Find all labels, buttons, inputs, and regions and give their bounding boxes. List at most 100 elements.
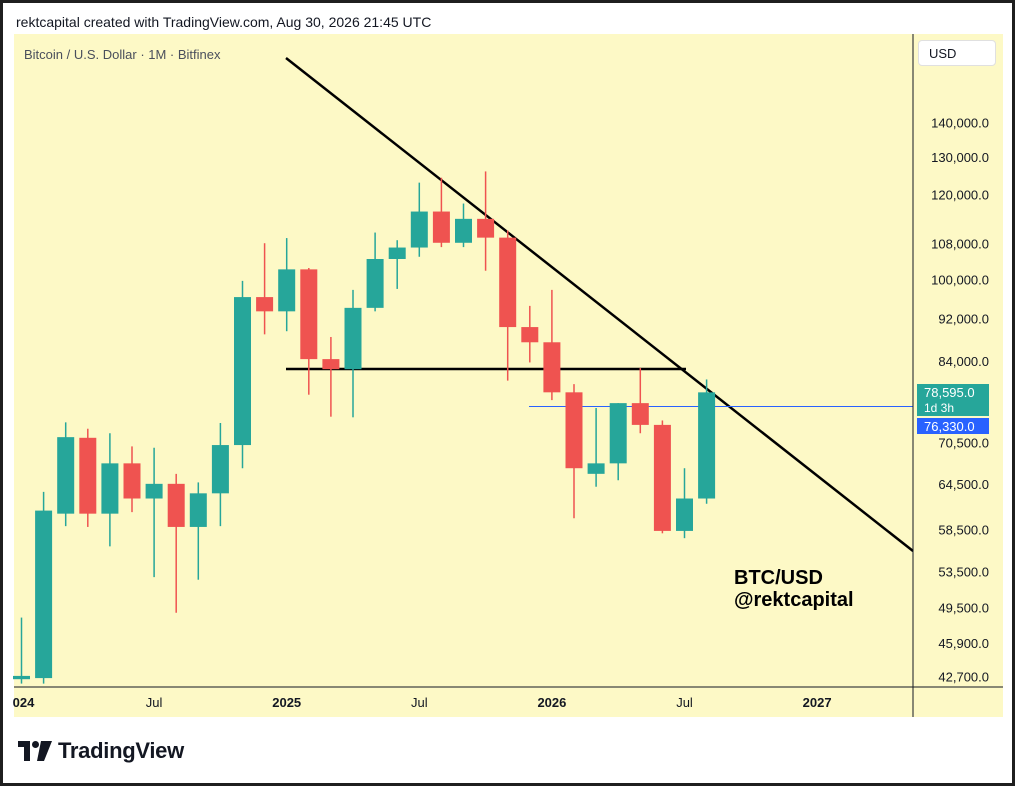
candle-body (278, 269, 296, 312)
candle-body (543, 342, 561, 393)
candle (698, 379, 716, 504)
candle (587, 408, 605, 487)
candle-body (57, 437, 75, 514)
candle (631, 368, 649, 434)
candle-body (189, 493, 207, 527)
descending-trendline (285, 57, 914, 552)
y-tick-label: 64,500.0 (938, 477, 989, 492)
candle (388, 240, 406, 289)
tradingview-logo-icon (18, 741, 52, 761)
candle (167, 473, 185, 613)
candle (57, 422, 75, 527)
candle (565, 384, 583, 519)
candle (366, 232, 384, 312)
y-tick-label: 42,700.0 (938, 670, 989, 685)
candle (432, 177, 450, 248)
candle (101, 433, 119, 547)
candle-body (145, 483, 163, 499)
y-tick-label: 130,000.0 (931, 150, 989, 165)
x-tick-label: Jul (411, 695, 428, 710)
y-tick-label: 120,000.0 (931, 187, 989, 202)
candle-body (565, 392, 583, 469)
annotation-pair: BTC/USD (734, 567, 823, 589)
y-tick-label: 53,500.0 (938, 564, 989, 579)
last-price-badge (917, 384, 989, 416)
x-tick-label: 2027 (803, 695, 832, 710)
candle (300, 268, 318, 395)
annotation-author: @rektcapital (734, 589, 854, 611)
tradingview-brand: TradingView (58, 738, 184, 763)
candle (189, 482, 207, 580)
candle-body (344, 307, 362, 370)
candle-body (366, 258, 384, 308)
candle-body (79, 437, 97, 514)
x-tick-label: 024 (13, 695, 35, 710)
candle (676, 468, 693, 539)
candle-body (410, 211, 428, 248)
y-tick-label: 45,900.0 (938, 636, 989, 651)
x-tick-label: Jul (676, 695, 693, 710)
candle-body (609, 403, 627, 464)
candle-countdown: 1d 3h (924, 401, 954, 415)
candle-body (300, 269, 318, 360)
candle-body (477, 218, 495, 238)
candle-body (653, 424, 671, 531)
candle-body (234, 297, 251, 446)
candle (123, 446, 141, 513)
y-tick-label: 108,000.0 (931, 237, 989, 252)
candle-body (676, 498, 693, 531)
candle-body (698, 392, 716, 499)
candle (543, 289, 561, 401)
candle-body (388, 247, 406, 259)
candle (211, 422, 229, 527)
level-price-label: 76,330.0 (917, 418, 989, 434)
y-tick-label: 49,500.0 (938, 601, 989, 616)
candle-body (35, 510, 53, 679)
candle (234, 280, 251, 469)
y-tick-label: 70,500.0 (938, 436, 989, 451)
candle-body (13, 675, 30, 680)
y-tick-label: 100,000.0 (931, 272, 989, 287)
candle (35, 491, 53, 684)
candle-body (499, 237, 517, 328)
candle-body (123, 463, 141, 499)
symbol-title: Bitcoin / U.S. Dollar · 1M · Bitfinex (24, 47, 221, 62)
level-price-badge (917, 418, 989, 434)
footer-branding: TradingView (18, 738, 184, 764)
y-tick-label: 140,000.0 (931, 116, 989, 131)
y-tick-label: 84,000.0 (938, 354, 989, 369)
candle (499, 230, 517, 381)
candle-body (432, 211, 450, 243)
candle-body (631, 403, 649, 425)
y-tick-label: 58,500.0 (938, 523, 989, 538)
last-price-value: 78,595.0 (924, 385, 975, 400)
last-price-label: 78,595.01d 3h (917, 384, 989, 416)
x-tick-label: Jul (146, 695, 163, 710)
candle (344, 289, 362, 418)
candle (79, 428, 97, 527)
candle-body (101, 463, 119, 514)
candle (145, 447, 163, 578)
candle (13, 617, 30, 684)
candle (477, 171, 495, 271)
currency-button[interactable]: USD (918, 40, 996, 66)
candle (322, 336, 340, 417)
x-tick-label: 2025 (272, 695, 301, 710)
candle (653, 420, 671, 534)
candle (609, 403, 627, 481)
candle (410, 182, 428, 257)
candle (278, 238, 296, 332)
y-tick-label: 92,000.0 (938, 311, 989, 326)
candle-body (455, 218, 472, 243)
header-attribution: rektcapital created with TradingView.com… (16, 14, 432, 30)
candle (455, 203, 472, 248)
chart-area[interactable] (14, 34, 1003, 717)
candle-body (322, 359, 340, 370)
candle-body (256, 297, 274, 312)
candle-body (167, 483, 185, 527)
candle-body (521, 327, 539, 343)
candle (521, 305, 539, 363)
level-price-value: 76,330.0 (924, 419, 975, 434)
candle (256, 243, 274, 335)
